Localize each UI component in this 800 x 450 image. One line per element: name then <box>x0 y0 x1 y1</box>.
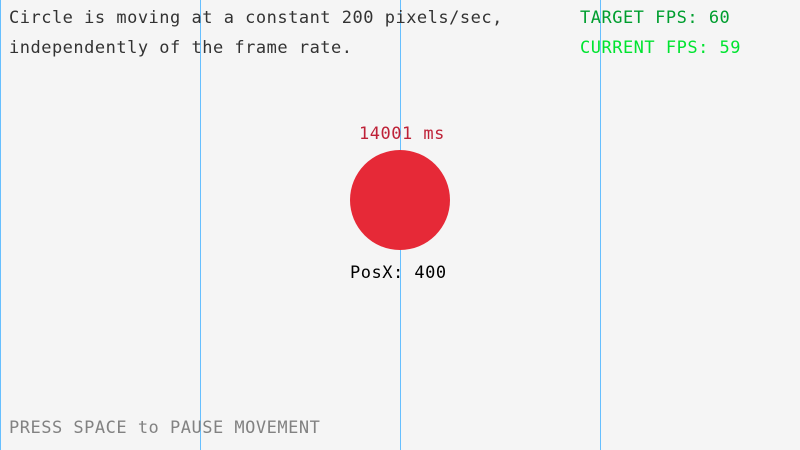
guide-line <box>0 0 1 450</box>
current-fps: CURRENT FPS: 59 <box>580 38 742 58</box>
info-line-1: Circle is moving at a constant 200 pixel… <box>9 8 503 28</box>
info-line-2: independently of the frame rate. <box>9 38 353 58</box>
guide-line <box>200 0 201 450</box>
moving-circle <box>350 150 450 250</box>
timer-label: 14001 ms <box>359 124 445 144</box>
guide-line <box>600 0 601 450</box>
position-label: PosX: 400 <box>350 263 447 283</box>
target-fps: TARGET FPS: 60 <box>580 8 731 28</box>
pause-hint: PRESS SPACE to PAUSE MOVEMENT <box>9 418 321 438</box>
